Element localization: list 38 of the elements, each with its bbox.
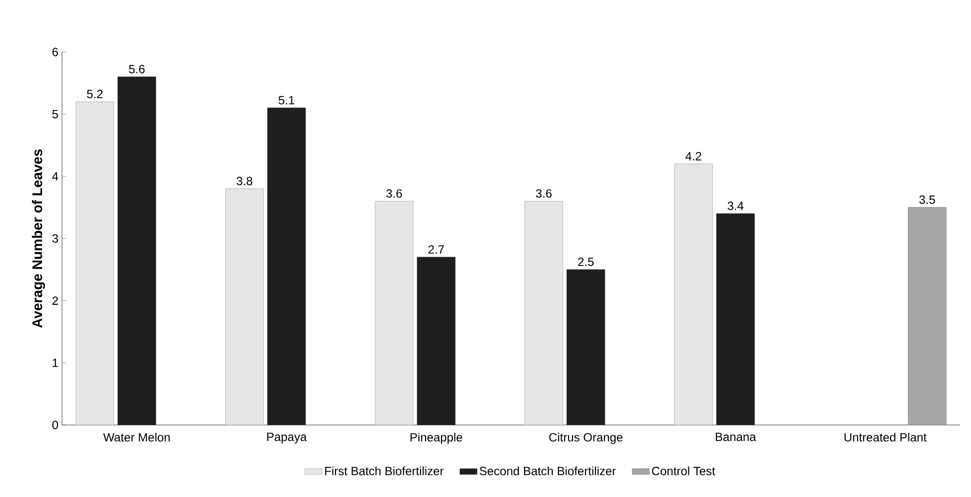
bar [674, 164, 713, 425]
data-label: 3.4 [728, 202, 744, 210]
legend-label: Control Test [652, 466, 716, 476]
bar [76, 102, 114, 425]
bar [416, 256, 456, 425]
data-label: 3.8 [236, 176, 252, 186]
x-tick-label: Water Melon [103, 432, 170, 442]
bar [225, 188, 264, 425]
y-tick-label: 3 [52, 234, 58, 243]
y-tick-label: 4 [52, 172, 58, 180]
bar [716, 213, 755, 425]
data-label: 3.6 [386, 189, 402, 198]
bar [118, 76, 156, 425]
y-axis-title: Average Number of Leaves [32, 149, 45, 328]
y-tick-label: 5 [52, 110, 58, 118]
data-label: 2.5 [578, 258, 594, 266]
data-label: 5.1 [278, 96, 294, 104]
y-tick-label: 6 [52, 48, 58, 56]
data-label: 5.2 [87, 90, 103, 98]
data-label: 3.6 [536, 189, 552, 198]
bar [566, 269, 606, 425]
y-tick-label: 2 [52, 296, 58, 305]
data-label: 4.2 [685, 152, 702, 160]
bar [524, 200, 564, 425]
legend-label: First Batch Biofertilizer [325, 466, 444, 476]
bar [374, 200, 414, 425]
y-tick-label: 0 [52, 420, 58, 430]
x-tick-label: Papaya [267, 432, 307, 444]
x-tick-label: Untreated Plant [844, 432, 927, 442]
x-tick-label: Banana [716, 432, 756, 442]
data-label: 3.5 [919, 195, 935, 204]
x-tick-label: Pineapple [410, 432, 462, 444]
y-tick-label: 1 [52, 358, 58, 367]
bar [267, 108, 306, 425]
x-tick-label: Citrus Orange [549, 432, 622, 444]
data-label: 5.6 [129, 64, 145, 74]
data-label: 2.7 [428, 245, 444, 254]
legend-label: Second Batch Biofertilizer [480, 466, 616, 476]
